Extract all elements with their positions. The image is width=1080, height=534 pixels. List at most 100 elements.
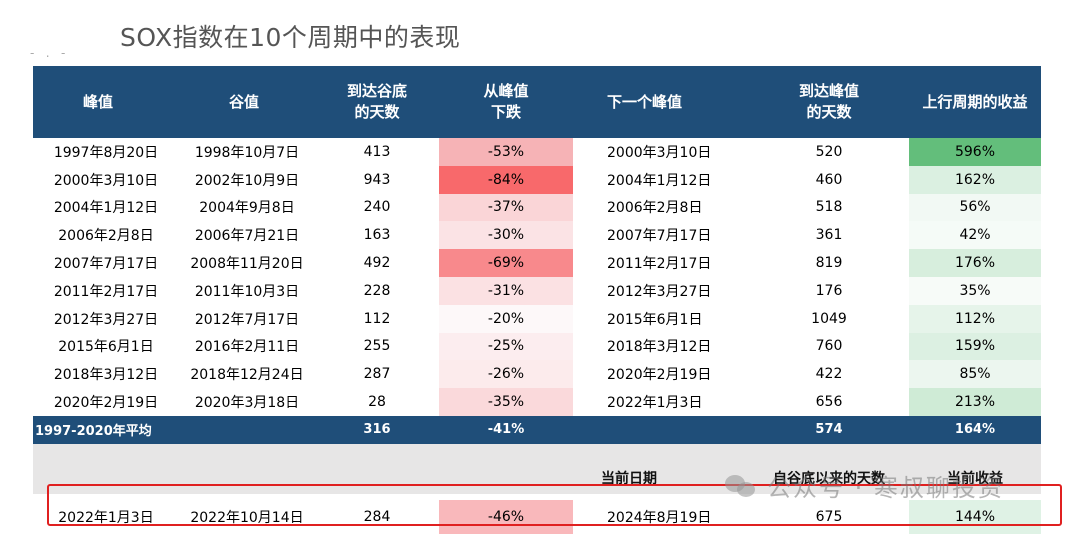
days-since-trough-header: 自谷底以来的天数 [773,470,885,487]
peak-cell: 2020年2月19日 [53,395,159,412]
days-to-trough-cell: 112 [363,310,391,327]
drawdown-cell: -25% [439,332,573,361]
gain-cell: 56% [909,193,1041,222]
current-days-since: 675 [815,508,843,525]
current-days-to-trough: 284 [363,508,391,525]
table-row: 2012年3月27日 2012年7月17日 112 -20% 2015年6月1日 1049… [33,304,1041,333]
trough-cell: 2011年10月3日 [194,283,300,300]
table-row: 1997年8月20日 1998年10月7日 413 -53% 2000年3月10日 520… [33,138,1041,166]
days-to-trough-cell: 28 [368,394,386,411]
wechat-icon [725,473,759,499]
table-row: 2015年6月1日 2016年2月11日 255 -25% 2018年3月12日 760 1… [33,332,1041,361]
col-header-gain: 上行周期的收益 [922,92,1028,111]
days-to-peak-cell: 760 [815,338,843,355]
watermark: 公众号 · 寒叔聊投资 [725,468,1004,503]
days-to-peak-cell: 518 [815,199,843,216]
drawdown-cell: -20% [439,304,573,333]
gain-cell: 85% [909,360,1041,389]
performance-table: 峰值 谷值 到达谷底 的天数 从峰值 下跌 下一个峰值 到达峰值 的天数 上行周… [33,66,1041,534]
table-row: 2020年2月19日 2020年3月18日 28 -35% 2022年1月3日 656 21… [33,388,1041,416]
col-header-days-to-peak: 到达峰值 的天数 [798,82,859,121]
current-row: 2022年1月3日 2022年10月14日 284 -46% 2024年8月19… [33,499,1041,534]
col-header-drawdown: 从峰值 下跌 [483,82,529,121]
drawdown-cell: -84% [439,165,573,194]
current-gain-header: 当前收益 [947,470,1003,487]
current-peak: 2022年1月3日 [58,509,154,526]
days-to-trough-cell: 163 [363,227,391,244]
next-peak-cell: 2020年2月19日 [607,367,712,384]
days-to-peak-cell: 361 [815,227,843,244]
average-row: 1997-2020年平均 316 -41% 574 164% [33,415,1041,444]
trough-cell: 2018年12月24日 [190,367,304,384]
average-label: 1997-2020年平均 [35,424,152,440]
peak-cell: 2006年2月8日 [58,228,154,245]
days-to-trough-cell: 240 [363,199,391,216]
current-drawdown: -46% [439,499,573,534]
next-peak-cell: 2012年3月27日 [607,283,712,300]
peak-cell: 2011年2月17日 [53,283,159,300]
days-to-trough-cell: 943 [363,171,391,188]
trough-cell: 2020年3月18日 [194,395,300,412]
average-days-to-trough: 316 [363,422,391,438]
col-header-peak: 峰值 [83,92,114,111]
peak-cell: 2000年3月10日 [53,172,159,189]
table-row: 2004年1月12日 2004年9月8日 240 -37% 2006年2月8日 518 56… [33,193,1041,222]
days-to-peak-cell: 460 [815,171,843,188]
gain-cell: 176% [909,249,1041,277]
drawdown-cell: -30% [439,221,573,250]
table-row: 2000年3月10日 2002年10月9日 943 -84% 2004年1月12日 460… [33,165,1041,194]
average-drawdown: -41% [487,422,525,438]
drawdown-cell: -69% [439,249,573,277]
peak-cell: 2018年3月12日 [53,367,159,384]
trough-cell: 2012年7月17日 [194,311,300,328]
gain-cell: 112% [909,304,1041,333]
next-peak-cell: 2000年3月10日 [607,144,712,161]
days-to-trough-cell: 255 [363,338,391,355]
days-to-peak-cell: 520 [815,143,843,160]
gain-cell: 159% [909,332,1041,361]
gain-cell: 213% [909,388,1041,416]
col-header-days-to-trough: 到达谷底 的天数 [346,82,407,121]
days-to-peak-cell: 819 [815,255,843,272]
days-to-peak-cell: 1049 [811,310,847,327]
gain-cell: 42% [909,221,1041,250]
next-peak-cell: 2018年3月12日 [607,339,712,356]
average-gain: 164% [954,422,996,438]
peak-cell: 1997年8月20日 [53,144,159,161]
trough-cell: 2016年2月11日 [194,339,300,356]
highlight-box [47,484,1062,526]
gain-cell: 35% [909,276,1041,305]
days-to-trough-cell: 492 [363,255,391,272]
next-peak-cell: 2015年6月1日 [607,311,703,328]
days-to-peak-cell: 176 [815,282,843,299]
gain-cell: 162% [909,165,1041,194]
col-header-trough: 谷值 [229,92,260,111]
col-header-next-peak: 下一个峰值 [607,92,683,111]
table-body: 1997年8月20日 1998年10月7日 413 -53% 2000年3月10日 520… [33,138,1041,416]
current-trough: 2022年10月14日 [190,509,304,526]
drawdown-cell: -53% [439,138,573,166]
drawdown-cell: -31% [439,276,573,305]
next-peak-cell: 2011年2月17日 [607,256,712,273]
next-peak-cell: 2007年7月17日 [607,228,712,245]
next-peak-cell: 2006年2月8日 [607,200,703,217]
table-row: 2018年3月12日 2018年12月24日 287 -26% 2020年2月19日 42… [33,360,1041,389]
days-to-trough-cell: 228 [363,282,391,299]
table-row: 2011年2月17日 2011年10月3日 228 -31% 2012年3月27日 176… [33,276,1041,305]
watermark-text: 公众号 · 寒叔聊投资 [767,474,1004,502]
trough-cell: 1998年10月7日 [194,144,300,161]
drawdown-cell: -35% [439,388,573,416]
decorative-ticks: - . - [30,46,66,60]
drawdown-cell: -37% [439,193,573,222]
table-row: 2006年2月8日 2006年7月21日 163 -30% 2007年7月17日 361 4… [33,221,1041,250]
next-peak-cell: 2022年1月3日 [607,395,703,412]
gain-cell: 596% [909,138,1041,166]
days-to-peak-cell: 422 [815,366,843,383]
next-peak-cell: 2004年1月12日 [607,172,712,189]
current-date: 2024年8月19日 [607,509,712,526]
trough-cell: 2004年9月8日 [199,200,295,217]
trough-cell: 2006年7月21日 [194,228,300,245]
days-to-trough-cell: 413 [363,143,391,160]
page-title: SOX指数在10个周期中的表现 [120,23,461,52]
current-date-header: 当前日期 [601,470,657,487]
